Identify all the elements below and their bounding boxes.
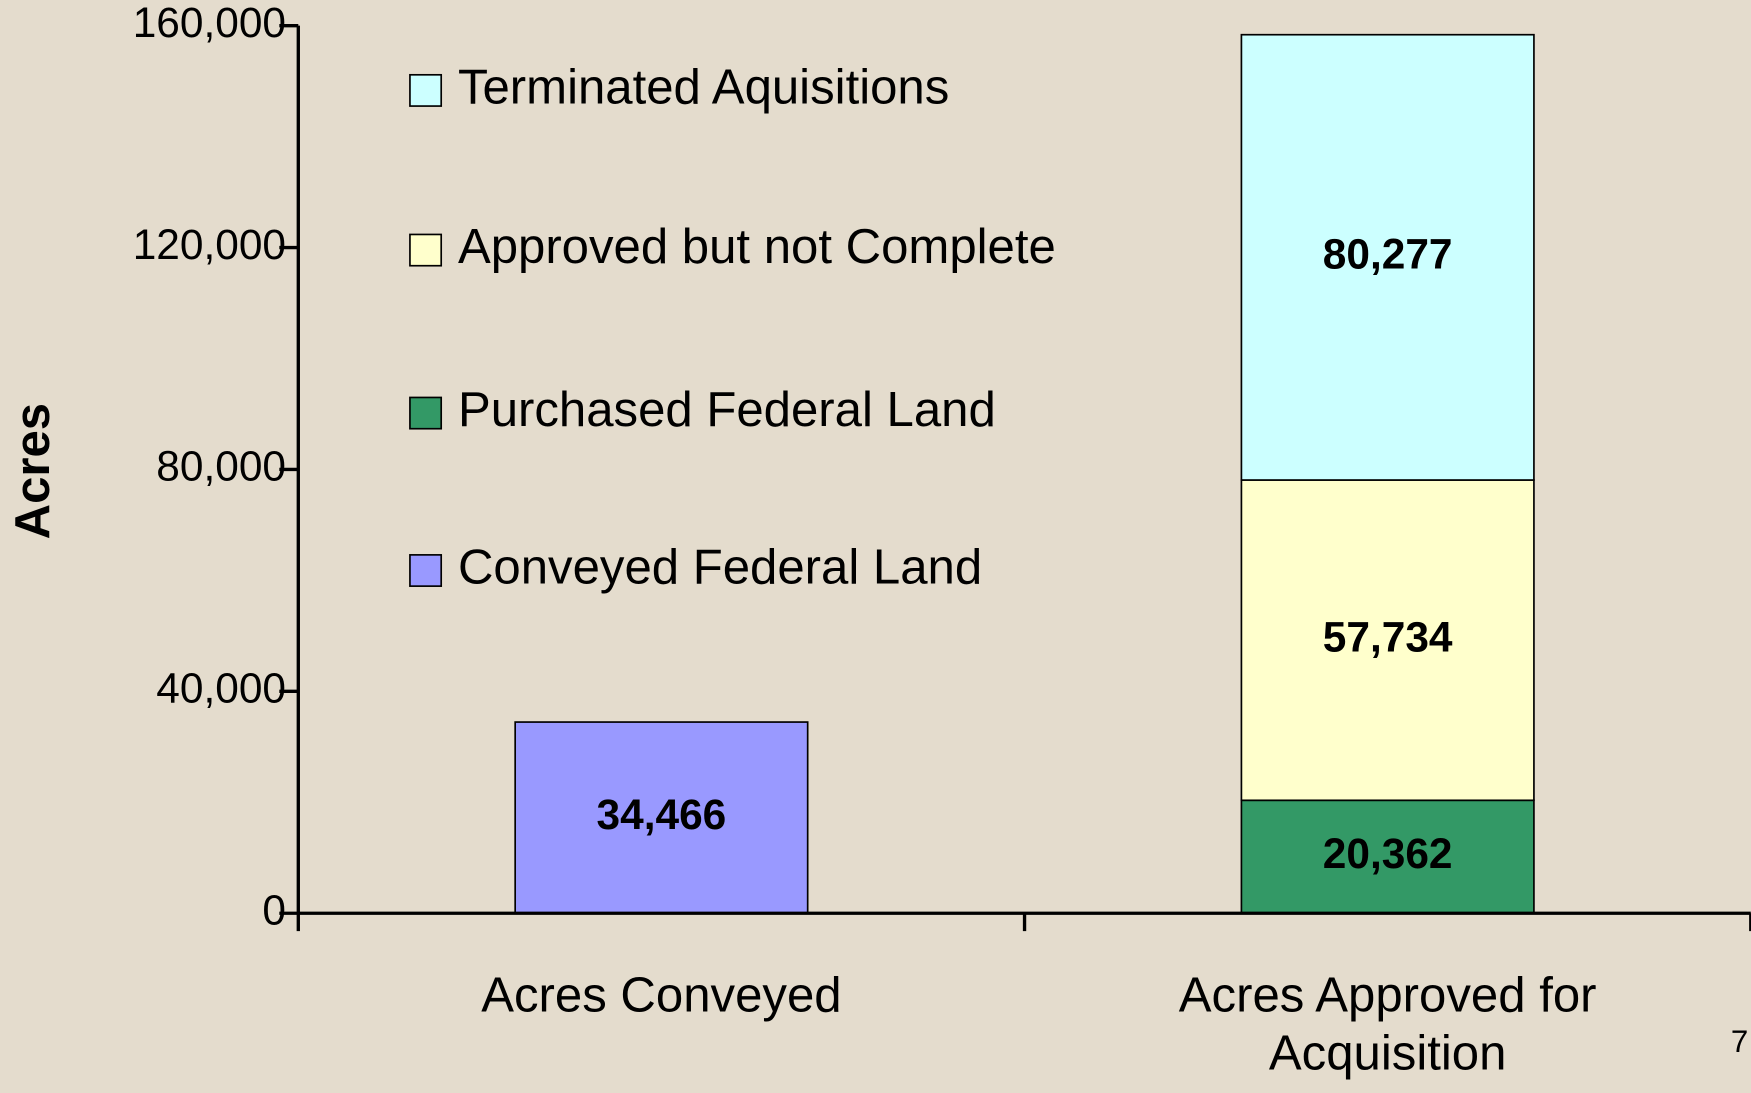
legend-label: Purchased Federal Land <box>458 383 996 437</box>
legend-swatch <box>409 396 443 430</box>
bar-segment <box>514 721 809 915</box>
y-tick-label: 120,000 <box>133 221 286 268</box>
data-label: 80,277 <box>1323 231 1453 278</box>
x-tick-label: Acres Conveyed <box>481 967 842 1023</box>
legend-label: Approved but not Complete <box>458 220 1056 274</box>
page-number: 7 <box>1731 1024 1748 1059</box>
legend-swatch <box>409 73 443 107</box>
y-tick-label: 0 <box>262 886 286 933</box>
legend-swatch <box>409 233 443 267</box>
y-tick-label: 160,000 <box>133 0 286 46</box>
y-tick-label: 40,000 <box>156 665 286 712</box>
data-label: 34,466 <box>597 791 727 838</box>
data-label: 57,734 <box>1323 613 1453 660</box>
legend-label: Conveyed Federal Land <box>458 540 982 594</box>
data-label: 20,362 <box>1323 830 1453 877</box>
legend-swatch <box>409 554 443 587</box>
legend-label: Terminated Aquisitions <box>458 60 949 114</box>
x-tick-label-box: Acres Conveyed <box>481 967 842 1023</box>
y-axis-title: Acres <box>6 403 60 540</box>
y-tick-label: 80,000 <box>156 443 286 490</box>
x-tick-label-box: Acres Approved for Acquisition <box>1178 967 1597 1081</box>
bar-segment <box>1240 479 1535 802</box>
x-tick-label: Acres Approved for Acquisition <box>1178 967 1597 1081</box>
bar-segment <box>1240 33 1535 481</box>
